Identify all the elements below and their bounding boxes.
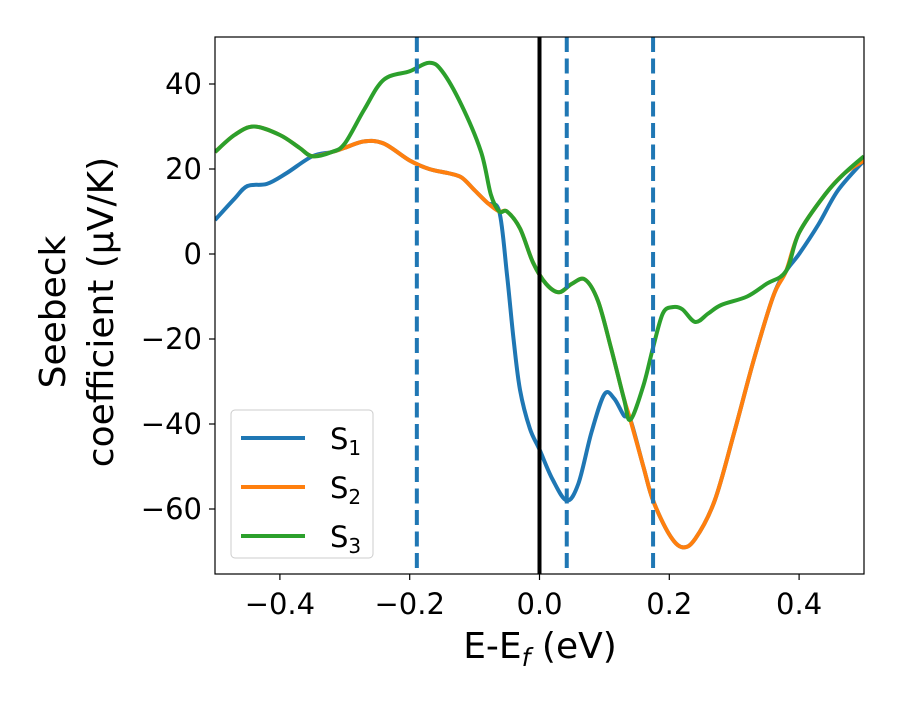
plot-lines bbox=[215, 37, 864, 574]
y-axis-ticks: 40 20 0 −20 −40 −60 bbox=[141, 67, 215, 526]
legend-box bbox=[230, 409, 374, 559]
y-tick-label: 0 bbox=[184, 237, 202, 271]
x-tick-label: 0.4 bbox=[776, 587, 822, 621]
x-tick-label: 0.2 bbox=[646, 587, 692, 621]
legend-label-s3: S3 bbox=[330, 520, 361, 558]
y-tick-label: 40 bbox=[165, 67, 202, 101]
y-axis-label-line1: Seebeck bbox=[33, 235, 74, 388]
x-axis-ticks: −0.4 −0.2 0.0 0.2 0.4 bbox=[245, 574, 822, 621]
y-tick-label: −60 bbox=[141, 492, 202, 526]
x-tick-label: −0.4 bbox=[245, 587, 315, 621]
y-tick-label: −40 bbox=[141, 407, 202, 441]
y-tick-label: 20 bbox=[165, 152, 202, 186]
series-line-s3 bbox=[215, 60, 864, 422]
legend-label-s2: S2 bbox=[330, 471, 361, 509]
y-axis-label-line2: coefficient (μV/K) bbox=[81, 157, 122, 467]
legend-label-s1: S1 bbox=[330, 422, 361, 460]
y-tick-label: −20 bbox=[141, 322, 202, 356]
legend: S1 S2 S3 bbox=[230, 409, 374, 559]
x-tick-label: −0.2 bbox=[374, 587, 444, 621]
x-axis-label: E-Ef (eV) bbox=[463, 626, 617, 672]
x-tick-label: 0.0 bbox=[516, 587, 562, 621]
